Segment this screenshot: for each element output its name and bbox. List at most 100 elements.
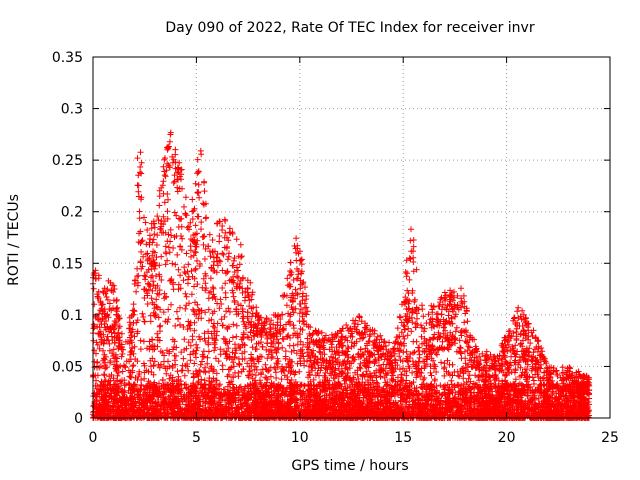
data-point xyxy=(183,250,190,257)
data-point xyxy=(441,372,448,379)
data-point xyxy=(135,239,142,246)
data-point xyxy=(101,371,107,378)
data-point xyxy=(239,350,246,357)
data-point xyxy=(197,361,204,368)
data-point xyxy=(170,179,177,186)
data-point xyxy=(464,318,471,325)
data-point xyxy=(140,338,147,345)
data-point xyxy=(196,333,203,340)
data-point xyxy=(151,358,158,365)
data-point xyxy=(134,358,141,365)
data-point xyxy=(174,251,181,258)
data-point xyxy=(483,368,490,375)
data-point xyxy=(167,226,174,233)
data-point xyxy=(182,194,189,201)
data-point xyxy=(214,251,221,257)
data-point xyxy=(559,364,566,371)
data-point xyxy=(548,364,555,371)
data-point xyxy=(214,320,221,327)
data-point xyxy=(150,236,157,243)
data-point xyxy=(410,350,417,356)
data-point xyxy=(213,332,220,339)
data-point xyxy=(229,349,236,356)
data-point xyxy=(163,250,170,257)
data-point xyxy=(408,328,415,335)
data-point xyxy=(183,293,190,300)
data-point xyxy=(174,368,181,375)
data-point xyxy=(138,238,145,245)
data-point xyxy=(293,235,300,242)
data-point xyxy=(235,373,242,380)
data-point xyxy=(154,213,161,220)
data-point xyxy=(185,261,192,268)
data-point xyxy=(195,306,202,313)
data-point xyxy=(212,377,219,384)
data-point xyxy=(398,329,405,336)
data-point xyxy=(244,360,251,367)
data-point xyxy=(182,290,189,297)
data-point xyxy=(420,313,427,320)
data-point xyxy=(235,301,242,308)
data-point xyxy=(141,375,148,382)
data-point xyxy=(211,347,218,354)
data-point xyxy=(192,299,198,306)
data-point xyxy=(216,238,223,245)
data-point xyxy=(467,378,474,385)
data-point xyxy=(449,372,456,379)
data-point xyxy=(409,369,416,376)
data-point xyxy=(268,317,275,324)
data-point xyxy=(466,372,473,379)
data-point xyxy=(201,188,208,195)
data-point xyxy=(514,308,521,315)
data-point xyxy=(273,360,280,367)
data-point xyxy=(205,295,212,302)
data-point xyxy=(273,375,280,381)
data-point xyxy=(255,358,262,365)
data-point xyxy=(282,348,289,355)
data-point xyxy=(274,336,281,343)
data-point xyxy=(179,235,186,242)
data-point xyxy=(152,313,159,320)
data-point xyxy=(137,149,144,156)
data-point xyxy=(510,315,517,322)
data-point xyxy=(198,151,205,158)
data-point xyxy=(161,352,168,359)
data-point xyxy=(269,353,276,360)
data-point xyxy=(136,371,143,377)
data-point xyxy=(212,344,219,351)
data-point xyxy=(396,366,403,373)
data-point xyxy=(205,328,212,335)
data-point xyxy=(233,333,240,340)
data-point xyxy=(433,369,440,375)
data-point xyxy=(248,351,255,358)
data-point xyxy=(186,300,192,307)
data-point xyxy=(162,173,169,180)
data-point xyxy=(179,367,186,374)
data-point xyxy=(201,256,208,262)
data-point xyxy=(381,374,388,381)
data-point xyxy=(129,363,136,370)
data-point xyxy=(187,351,194,358)
data-point xyxy=(162,243,169,250)
data-point xyxy=(161,199,168,206)
data-point xyxy=(410,338,417,345)
data-point xyxy=(347,377,354,384)
data-point xyxy=(207,275,214,282)
data-point xyxy=(138,248,145,255)
data-point xyxy=(512,366,519,373)
data-point xyxy=(200,368,207,375)
data-point xyxy=(154,282,161,289)
data-point xyxy=(160,190,167,197)
data-point xyxy=(129,326,136,333)
data-point xyxy=(193,354,199,361)
data-point xyxy=(170,156,177,163)
data-point xyxy=(134,328,141,335)
data-point xyxy=(164,257,171,264)
data-point xyxy=(162,261,169,268)
data-point xyxy=(267,364,274,371)
data-point xyxy=(231,354,238,361)
data-point xyxy=(106,340,113,347)
data-point xyxy=(394,325,401,332)
data-point xyxy=(161,295,168,302)
data-point xyxy=(512,376,519,383)
